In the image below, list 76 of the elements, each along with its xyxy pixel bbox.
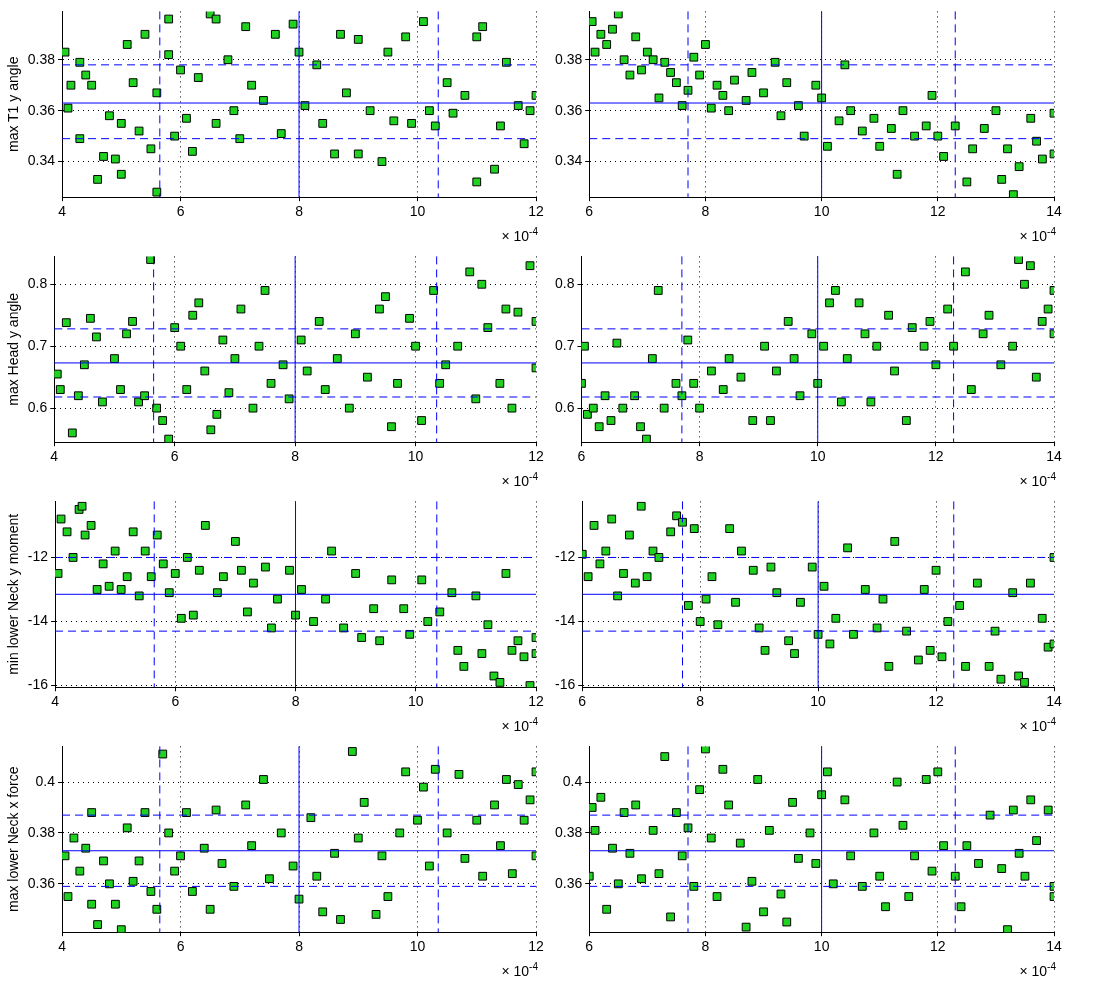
y-tick-label: -12	[555, 548, 576, 565]
y-axis-title: min lower Neck y moment	[5, 513, 22, 675]
x-tick-label: 6	[176, 203, 185, 220]
y-tick-label: 0.38	[27, 50, 56, 67]
x-axis-title: × 10$^{-4}$	[1019, 716, 1056, 734]
y-tick-label: 0.34	[555, 152, 583, 169]
x-tick-label: 12	[928, 693, 945, 710]
x-tick-label: 8	[701, 938, 710, 955]
y-tick-label: 0.36	[27, 874, 56, 891]
y-axis-title: max lower Neck x force	[5, 766, 22, 913]
y-tick-label: 0.36	[555, 101, 583, 118]
x-tick-label: 10	[409, 938, 426, 955]
x-tick-label: 6	[577, 448, 586, 465]
y-tick-label: 0.4	[35, 772, 56, 789]
x-axis-title: × 10$^{-4}$	[1019, 471, 1056, 489]
x-tick-label: 12	[930, 938, 946, 955]
x-tick-label: 12	[528, 938, 544, 955]
y-tick-label: 0.38	[555, 50, 583, 67]
y-tick-label: 0.7	[27, 337, 48, 354]
x-tick-label: 8	[701, 203, 710, 220]
x-tick-label: 8	[291, 693, 300, 710]
x-tick-label: 6	[171, 693, 180, 710]
x-tick-label: 8	[295, 938, 304, 955]
x-axis-title: × 10$^{-4}$	[501, 961, 538, 979]
x-tick-label: 4	[50, 448, 59, 465]
x-tick-label: 6	[176, 938, 185, 955]
x-tick-label: 4	[58, 203, 67, 220]
x-tick-label: 10	[810, 693, 827, 710]
x-axis-title: × 10$^{-4}$	[501, 226, 538, 244]
x-tick-label: 14	[1046, 693, 1062, 710]
x-tick-label: 10	[407, 448, 424, 465]
x-tick-label: 14	[1046, 448, 1062, 465]
x-tick-label: 6	[585, 203, 594, 220]
x-tick-label: 6	[585, 938, 594, 955]
x-axis-title: × 10$^{-4}$	[501, 471, 538, 489]
x-tick-label: 8	[295, 203, 304, 220]
x-tick-label: 10	[409, 203, 426, 220]
x-tick-label: 8	[291, 448, 300, 465]
x-tick-label: 4	[58, 938, 67, 955]
y-tick-label: 0.8	[554, 275, 575, 292]
y-tick-label: -16	[27, 676, 49, 693]
y-tick-label: 0.6	[27, 399, 48, 415]
x-tick-label: 6	[170, 448, 179, 465]
x-axis-title: × 10$^{-4}$	[501, 716, 538, 734]
x-tick-label: 12	[930, 203, 946, 220]
y-tick-label: 0.7	[554, 337, 575, 354]
x-tick-label: 14	[1046, 938, 1062, 955]
y-tick-label: -14	[27, 612, 49, 629]
y-tick-label: 0.38	[27, 823, 56, 840]
y-tick-label: 0.6	[554, 399, 575, 415]
x-tick-label: 12	[528, 203, 544, 220]
y-tick-label: -12	[27, 548, 49, 565]
x-tick-label: 8	[696, 693, 705, 710]
x-tick-label: 14	[1046, 203, 1062, 220]
y-tick-label: 0.36	[555, 874, 583, 891]
y-tick-label: 0.34	[27, 152, 56, 169]
y-tick-label: 0.8	[27, 275, 48, 292]
x-tick-label: 8	[695, 448, 704, 465]
y-tick-label: -14	[555, 612, 576, 629]
x-tick-label: 12	[528, 448, 544, 465]
x-axis-title: × 10$^{-4}$	[1019, 226, 1056, 244]
x-tick-label: 12	[928, 448, 944, 465]
x-tick-label: 6	[578, 693, 587, 710]
y-tick-label: 0.38	[555, 823, 583, 840]
y-tick-label: 0.36	[27, 101, 56, 118]
y-axis-title: max T1 y angle	[5, 56, 22, 153]
x-tick-label: 10	[813, 203, 830, 220]
x-tick-label: 12	[528, 693, 544, 710]
y-tick-label: 0.4	[562, 772, 583, 789]
x-tick-label: 4	[51, 693, 60, 710]
x-tick-label: 10	[813, 938, 830, 955]
x-tick-label: 10	[407, 693, 424, 710]
x-axis-title: × 10$^{-4}$	[1019, 961, 1056, 979]
x-tick-label: 10	[809, 448, 826, 465]
y-axis-title: max Head y angle	[5, 292, 22, 406]
y-tick-label: -16	[555, 676, 576, 693]
